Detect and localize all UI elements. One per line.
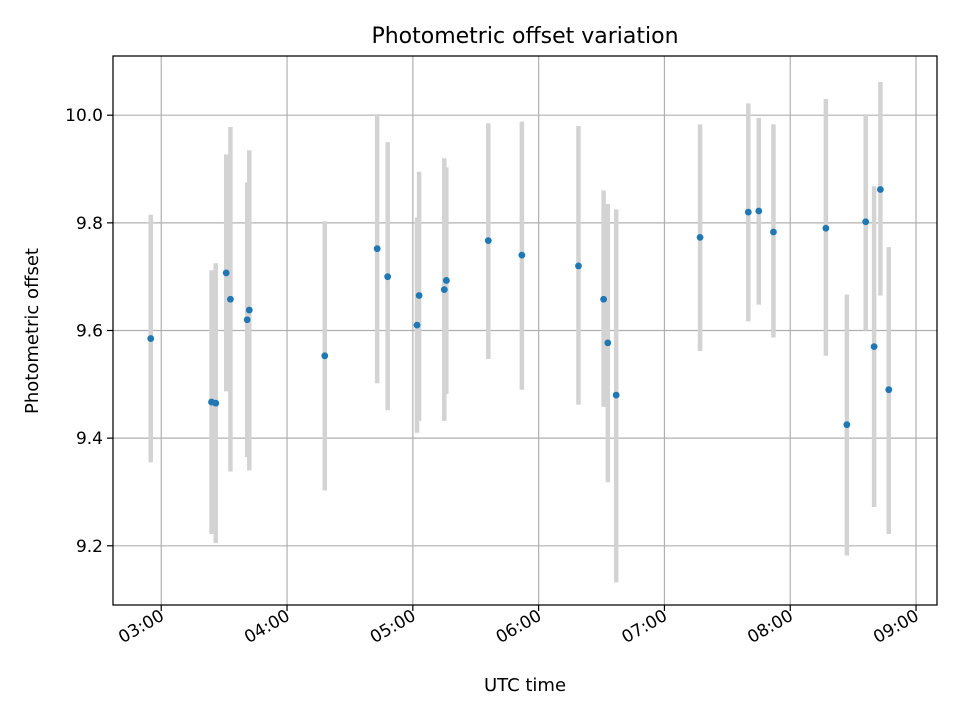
y-tick-label: 10.0 (65, 106, 103, 126)
x-tick-label: 05:00 (367, 606, 419, 648)
data-point (321, 352, 328, 359)
errorbar-layer (151, 82, 889, 583)
data-point (822, 225, 829, 232)
y-tick-label: 9.8 (76, 214, 103, 234)
chart-figure: Photometric offset variation UTC time Ph… (0, 0, 960, 720)
data-point (374, 245, 381, 252)
data-point (147, 335, 154, 342)
x-tick-label: 06:00 (493, 606, 545, 648)
grid-layer (113, 56, 937, 605)
data-point (697, 234, 704, 241)
x-tick-label: 08:00 (744, 606, 796, 648)
data-point (244, 316, 251, 323)
x-tick-label: 03:00 (115, 606, 167, 648)
data-point (755, 208, 762, 215)
x-tick-label: 07:00 (618, 606, 670, 648)
data-point (613, 392, 620, 399)
x-axis-label: UTC time (484, 675, 566, 696)
data-point (384, 273, 391, 280)
data-point (604, 339, 611, 346)
data-point (414, 322, 421, 329)
data-point (745, 209, 752, 216)
chart-title: Photometric offset variation (371, 24, 678, 49)
data-point (862, 218, 869, 225)
data-point (770, 229, 777, 236)
data-point (246, 307, 253, 314)
data-point (212, 400, 219, 407)
y-axis-label: Photometric offset (22, 248, 43, 414)
data-point (441, 286, 448, 293)
data-point (518, 252, 525, 259)
data-point (575, 263, 582, 270)
x-tick-label: 04:00 (241, 606, 293, 648)
x-tick-label: 09:00 (870, 606, 922, 648)
data-point (227, 296, 234, 303)
data-point (223, 270, 230, 277)
chart-svg: Photometric offset variation UTC time Ph… (0, 0, 960, 720)
data-point (885, 386, 892, 393)
data-point (871, 343, 878, 350)
data-point (843, 421, 850, 428)
data-point (877, 186, 884, 193)
y-tick-label: 9.6 (76, 322, 103, 342)
y-tick-label: 9.4 (76, 429, 103, 449)
data-point (416, 292, 423, 299)
data-point (485, 237, 492, 244)
data-point (600, 296, 607, 303)
tick-layer: 03:00 04:00 05:00 06:00 07:00 08:00 09:00 9.2 9.… (65, 106, 922, 648)
y-tick-label: 9.2 (76, 537, 103, 557)
data-point (443, 277, 450, 284)
